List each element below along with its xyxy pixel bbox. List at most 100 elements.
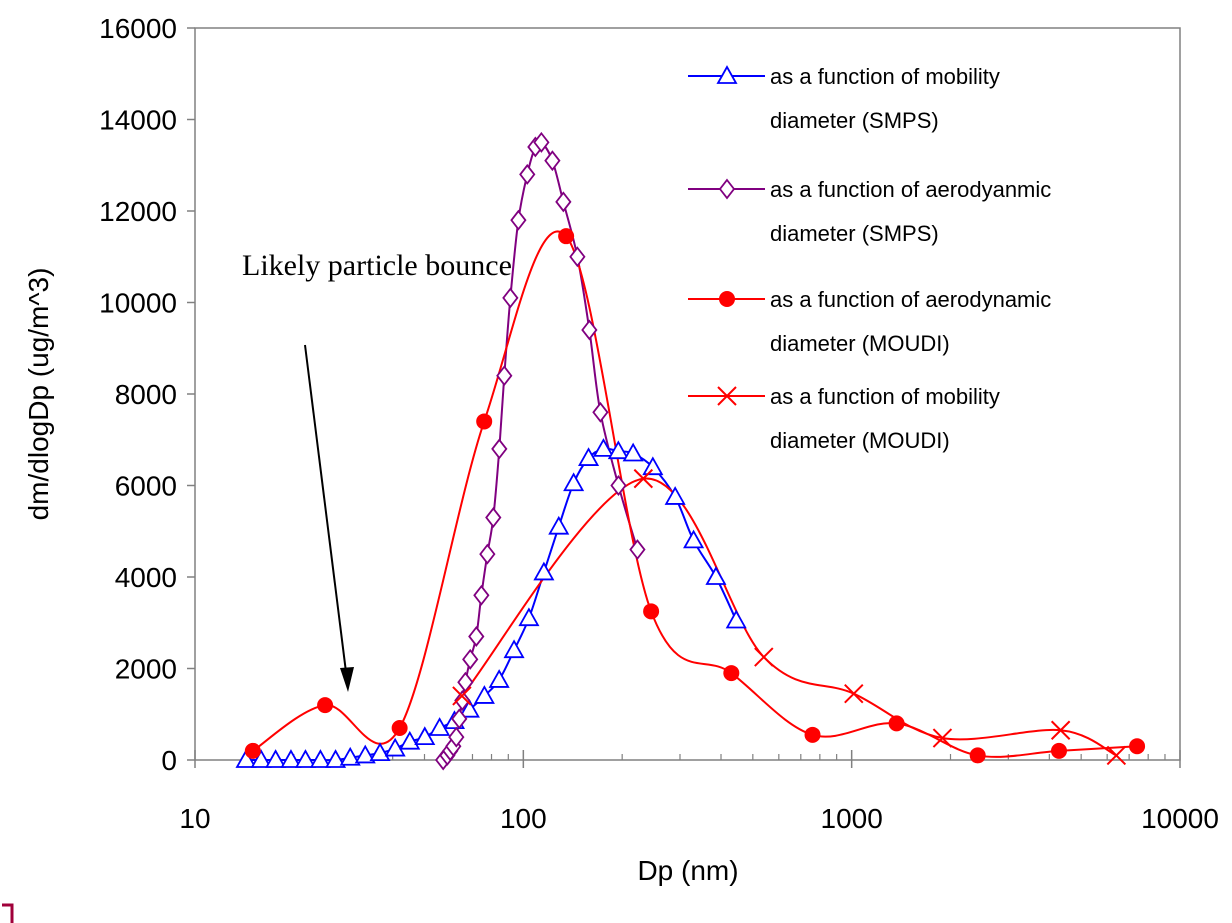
marker-triangle bbox=[622, 442, 644, 462]
x-tick-label: 10 bbox=[179, 803, 210, 834]
marker-triangle bbox=[250, 749, 272, 768]
legend-label: as a function of mobility diameter (SMPS… bbox=[770, 64, 1000, 133]
marker-diamond bbox=[592, 401, 609, 423]
marker-triangle bbox=[664, 486, 686, 505]
annotation: Likely particle bounce bbox=[242, 249, 512, 282]
marker-x bbox=[1050, 720, 1071, 740]
marker-diamond bbox=[718, 178, 736, 200]
y-tick-label: 6000 bbox=[115, 471, 177, 502]
marker-triangle bbox=[369, 742, 391, 762]
marker-diamond bbox=[502, 287, 519, 309]
y-tick-label: 14000 bbox=[99, 105, 177, 136]
marker-diamond bbox=[485, 507, 502, 528]
marker-x bbox=[717, 386, 737, 406]
marker-triangle bbox=[325, 749, 347, 768]
marker-triangle bbox=[399, 730, 421, 750]
marker-circle bbox=[723, 665, 740, 682]
marker-diamond bbox=[544, 150, 561, 172]
marker-triangle bbox=[339, 746, 361, 766]
marker-diamond bbox=[491, 438, 508, 460]
marker-triangle bbox=[607, 440, 629, 460]
marker-diamond bbox=[462, 648, 479, 670]
marker-triangle bbox=[725, 609, 747, 629]
marker-diamond bbox=[448, 726, 465, 748]
marker-triangle bbox=[235, 749, 257, 768]
marker-triangle bbox=[414, 726, 436, 746]
x-axis-label: Dp (nm) bbox=[637, 855, 738, 886]
marker-diamond bbox=[468, 626, 485, 647]
marker-diamond bbox=[533, 131, 550, 153]
marker-triangle bbox=[705, 566, 727, 585]
marker-x bbox=[452, 686, 472, 706]
marker-circle bbox=[476, 413, 493, 430]
marker-x bbox=[844, 683, 864, 704]
arrow-head bbox=[340, 667, 354, 692]
marker-diamond bbox=[496, 365, 513, 387]
marker-circle bbox=[643, 603, 660, 620]
marker-circle bbox=[888, 715, 905, 732]
marker-triangle bbox=[488, 669, 510, 688]
marker-triangle bbox=[533, 561, 555, 581]
legend-label: as a function of aerodynamic diameter (M… bbox=[770, 287, 1052, 356]
marker-triangle bbox=[578, 447, 600, 466]
y-tick-label: 12000 bbox=[99, 196, 177, 227]
y-tick-label: 4000 bbox=[115, 562, 177, 593]
legend-label: as a function of aerodyanmic diameter (S… bbox=[770, 177, 1052, 246]
y-tick-label: 0 bbox=[161, 745, 177, 776]
marker-circle bbox=[244, 742, 261, 759]
legend-label: as a function of mobility diameter (MOUD… bbox=[770, 384, 1000, 453]
y-tick-label: 10000 bbox=[99, 288, 177, 319]
marker-diamond bbox=[581, 319, 598, 341]
series-line bbox=[461, 477, 1117, 757]
marker-triangle bbox=[429, 717, 451, 736]
marker-triangle bbox=[683, 529, 705, 549]
marker-diamond bbox=[510, 209, 527, 231]
marker-diamond bbox=[569, 246, 586, 268]
marker-triangle bbox=[265, 749, 287, 768]
marker-triangle bbox=[294, 749, 317, 768]
marker-x bbox=[633, 468, 654, 489]
marker-triangle bbox=[280, 749, 302, 768]
marker-diamond bbox=[454, 690, 471, 711]
x-tick-label: 100 bbox=[500, 803, 547, 834]
marker-diamond bbox=[479, 543, 496, 565]
corner-mark bbox=[2, 903, 14, 923]
marker-diamond bbox=[610, 475, 627, 496]
marker-triangle bbox=[592, 438, 614, 457]
marker-triangle bbox=[548, 515, 570, 535]
marker-triangle bbox=[384, 737, 406, 757]
marker-triangle bbox=[354, 744, 376, 764]
marker-diamond bbox=[451, 708, 468, 730]
marker-triangle bbox=[716, 65, 738, 84]
marker-circle bbox=[317, 697, 334, 714]
marker-diamond bbox=[629, 539, 646, 561]
marker-circle bbox=[1129, 738, 1146, 755]
marker-diamond bbox=[555, 191, 572, 213]
marker-circle bbox=[558, 228, 575, 245]
marker-triangle bbox=[458, 698, 480, 718]
marker-triangle bbox=[642, 456, 664, 476]
marker-triangle bbox=[518, 607, 540, 627]
marker-circle bbox=[1050, 742, 1067, 759]
y-tick-label: 2000 bbox=[115, 654, 177, 685]
marker-x bbox=[1106, 745, 1127, 766]
marker-triangle bbox=[473, 685, 495, 704]
marker-diamond bbox=[473, 584, 490, 606]
y-axis-label: dm/dlogDp (ug/m^3) bbox=[23, 268, 54, 521]
x-tick-label: 10000 bbox=[1141, 803, 1219, 834]
y-tick-label: 8000 bbox=[115, 379, 177, 410]
marker-triangle bbox=[563, 472, 585, 492]
marker-circle bbox=[969, 747, 986, 764]
marker-diamond bbox=[519, 163, 536, 185]
marker-circle bbox=[804, 726, 821, 743]
y-tick-label: 16000 bbox=[99, 13, 177, 44]
marker-circle bbox=[391, 719, 408, 736]
marker-x bbox=[932, 728, 953, 748]
marker-triangle bbox=[309, 749, 331, 768]
x-tick-label: 1000 bbox=[821, 803, 883, 834]
series-line bbox=[246, 447, 738, 762]
marker-x bbox=[754, 647, 774, 667]
marker-circle bbox=[719, 291, 735, 307]
